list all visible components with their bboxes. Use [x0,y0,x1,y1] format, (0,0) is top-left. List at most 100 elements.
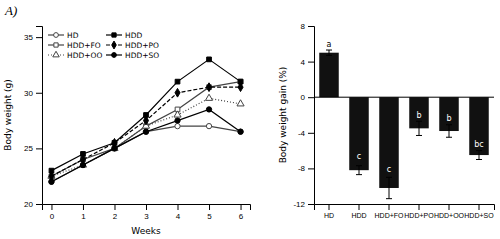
point [237,100,244,106]
line [51,59,240,170]
tick-label: HD [324,212,334,219]
tick-label: 30 [24,89,33,98]
point [80,162,85,167]
tick-label: 1 [81,212,86,221]
legend-item: HD [48,31,79,40]
y-axis: 20 25 30 35 [24,27,42,210]
tick: HDD [351,204,366,219]
tick-label: HDD+OO [434,212,465,219]
error-bar [356,166,362,175]
annotation: c [357,152,361,161]
tick-label: 0 [50,212,55,221]
legend-marker [112,53,117,58]
tick-mark [389,204,390,210]
point [143,129,148,134]
point [175,118,180,123]
point [238,129,243,134]
tick-mark [308,168,314,169]
x-axis-title: Weeks [131,226,161,236]
tick-mark [308,62,314,63]
point [238,129,243,134]
legend-marker [53,51,59,57]
tick-label: 25 [24,144,33,153]
error-bar [326,50,332,55]
annotation: c [387,165,391,174]
tick-mark [308,204,314,205]
legend-item: HDD+FO [48,41,101,50]
legend-marker [54,33,59,38]
bar [349,97,369,170]
line [51,98,240,176]
tick: 0 [301,93,314,102]
axis-line [308,27,315,205]
point [112,146,117,151]
figure: A)012345620253035WeeksBody weight (g)HDH… [0,0,500,239]
annotation: bc [474,140,483,149]
tick: 3 [144,204,149,221]
tick-label: HDD+SO [464,212,494,219]
line [51,109,240,181]
tick-label: 2 [113,212,118,221]
tick-label: -12 [293,200,305,209]
x-axis: HD HDD HDD+FOHDD+POHDD+OOHDD+SO [315,204,495,219]
point [175,88,180,97]
legend-item: HDD+OO [48,51,102,60]
tick-label: 4 [176,212,181,221]
tick-label: 20 [24,200,33,209]
point [206,107,211,112]
point [175,79,180,84]
tick: 20 [24,200,42,209]
tick: HDD+PO [404,204,434,219]
tick-mark [83,204,84,210]
tick-label: HDD [351,212,366,219]
tick: 6 [239,204,244,221]
tick-label: HDD+FO [375,212,405,219]
tick-mark [329,204,330,210]
tick-mark [308,26,314,27]
tick-mark [209,204,210,210]
legend-label: HD [67,31,79,40]
tick-label: 3 [144,212,149,221]
annotation: a [327,40,332,49]
tick-label: 8 [301,22,306,31]
point [143,129,148,134]
bar [379,97,399,188]
line [51,82,240,177]
tick: HD [324,204,334,219]
line [51,126,240,182]
line [51,87,240,176]
tick: 8 [301,22,314,31]
tick-mark [114,204,115,210]
y-axis-title: Body weight gain (%) [278,67,288,164]
tick: -4 [298,129,314,138]
tick-mark [419,204,420,210]
point [112,146,117,151]
legend-label: HDD [125,31,142,40]
tick-mark [36,93,42,94]
tick: -12 [293,200,314,209]
tick-label: 5 [207,212,212,221]
tick: HDD+SO [464,204,494,219]
tick-mark [36,204,42,205]
axis-line [43,205,251,211]
axis-line [36,27,43,205]
tick-mark [51,204,52,210]
legend-item: HDD+SO [106,51,159,60]
tick-label: -8 [298,164,306,173]
tick-mark [36,148,42,149]
zero-line [314,97,494,98]
tick: HDD+OO [434,204,465,219]
legend-marker [54,43,58,47]
legend-label: HDD+FO [67,41,101,50]
tick: 30 [24,89,42,98]
bar [469,97,489,155]
legend-label: HDD+OO [67,51,102,60]
tick: 0 [50,204,55,221]
point [80,162,85,167]
point [206,123,211,128]
tick: 35 [24,33,42,42]
title: A) [4,3,17,18]
tick-mark [308,97,314,98]
tick: -8 [298,164,314,173]
tick-mark [359,204,360,210]
